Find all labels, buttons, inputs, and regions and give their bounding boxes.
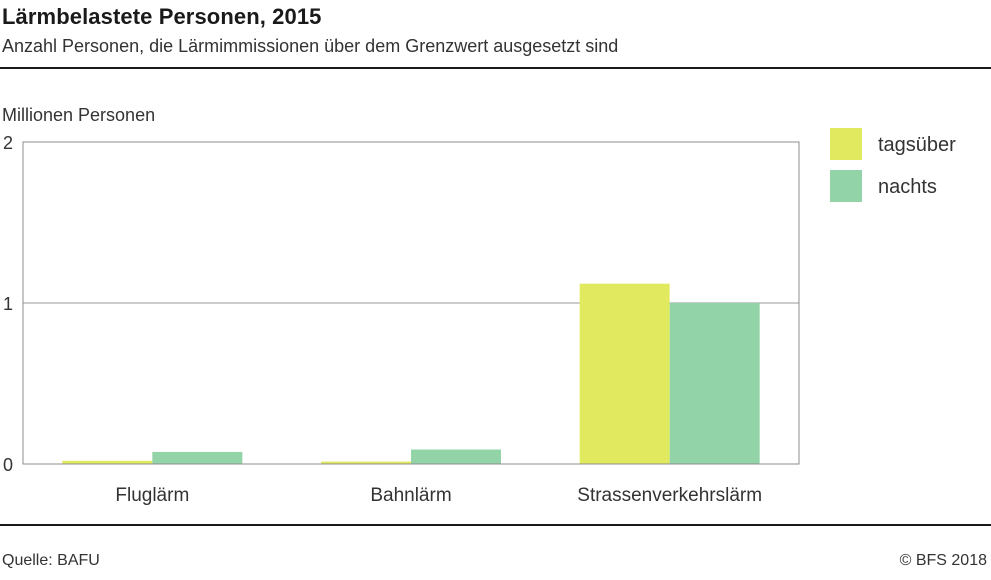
legend-label: nachts	[878, 176, 937, 198]
bar-tagsueber-0	[62, 460, 153, 464]
footer-divider	[0, 524, 991, 526]
y-axis-label: Millionen Personen	[2, 105, 155, 125]
y-tick-label: 2	[3, 133, 13, 153]
bar-nachts-0	[152, 451, 243, 464]
bar-nachts-2	[669, 303, 760, 464]
bar-tagsueber-2	[579, 283, 670, 464]
y-tick-label: 1	[3, 294, 13, 314]
plot-frame	[22, 141, 800, 465]
bar-nachts-1	[411, 449, 501, 464]
legend-swatch-tagsueber	[830, 128, 862, 160]
legend-label: tagsüber	[878, 134, 956, 156]
x-tick-label: Fluglärm	[115, 485, 189, 506]
y-tick-label: 0	[3, 455, 13, 475]
legend-swatch-nachts	[830, 170, 862, 202]
header-divider	[0, 67, 991, 69]
x-tick-label: Bahnlärm	[370, 485, 451, 506]
chart-title: Lärmbelastete Personen, 2015	[2, 4, 322, 29]
source-note: Quelle: BAFU	[2, 552, 100, 569]
chart-subtitle: Anzahl Personen, die Lärmimmissionen übe…	[2, 36, 619, 56]
bar-chart: Millionen Personen 0 1 2 Fluglärm Bahnlärm S…	[2, 105, 956, 506]
copyright-note: © BFS 2018	[899, 552, 987, 569]
bar-tagsueber-1	[321, 461, 411, 464]
x-tick-label: Strassenverkehrslärm	[577, 485, 762, 506]
